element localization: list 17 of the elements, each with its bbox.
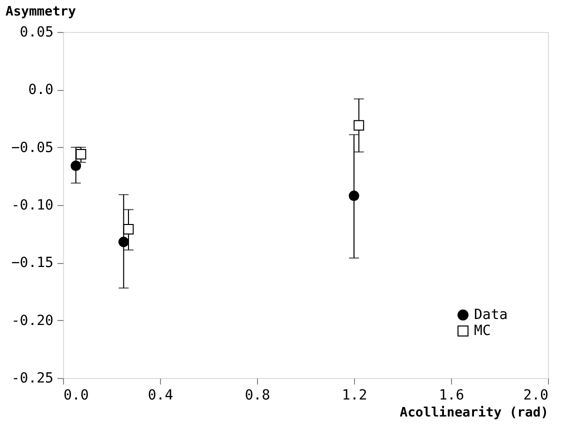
x-axis-title: Acollinearity (rad) bbox=[400, 406, 548, 420]
x-tick-label: 0.8 bbox=[244, 388, 270, 404]
x-tick-label: 1.2 bbox=[342, 388, 368, 404]
legend-label: MC bbox=[474, 323, 491, 339]
y-tick-label: −0.15 bbox=[11, 255, 54, 272]
y-tick-label: −0.05 bbox=[11, 140, 54, 156]
legend-label: Data bbox=[474, 307, 508, 323]
y-tick-label: -0.20 bbox=[11, 312, 54, 329]
x-tick-label: 2.0 bbox=[523, 388, 548, 404]
x-tick-label: 0.4 bbox=[148, 388, 174, 404]
x-tick-label: 1.6 bbox=[438, 388, 464, 404]
y-axis-title: Asymmetry bbox=[6, 4, 76, 20]
x-tick-label: 0.0 bbox=[64, 388, 89, 404]
y-tick-label: -0.25 bbox=[11, 370, 54, 386]
y-tick-label: 0.0 bbox=[28, 82, 54, 98]
y-tick-label: -0.10 bbox=[11, 198, 54, 214]
y-tick-label: 0.05 bbox=[20, 24, 54, 40]
